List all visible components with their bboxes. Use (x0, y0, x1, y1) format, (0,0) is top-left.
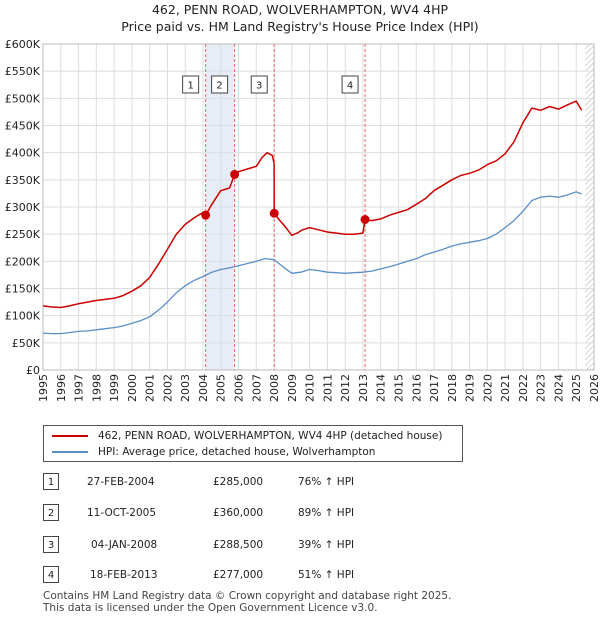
hpi-line (42, 191, 582, 335)
x-tick-label: 2008 (268, 374, 281, 402)
y-tick-label: £250K (5, 228, 41, 241)
sale-number-badge: 3 (43, 536, 59, 553)
x-tick-label: 2003 (179, 374, 192, 402)
sale-hpi-change: 51% ↑ HPI (298, 569, 355, 581)
x-tick-label: 1996 (55, 374, 68, 402)
y-tick-label: £500K (5, 92, 41, 105)
chart-legend: 462, PENN ROAD, WOLVERHAMPTON, WV4 4HP (… (43, 425, 463, 462)
sale-point (230, 169, 240, 179)
property-price-line (42, 100, 583, 309)
x-tick-label: 2018 (446, 374, 459, 402)
y-tick-label: £550K (5, 65, 41, 78)
sale-date: 18-FEB-2013 (90, 569, 158, 581)
sale-price: £285,000 (213, 476, 264, 488)
x-tick-label: 2013 (357, 374, 370, 402)
x-tick-label: 2009 (286, 374, 299, 402)
sale-hpi-change: 39% ↑ HPI (298, 539, 355, 551)
sale-hpi-change: 89% ↑ HPI (298, 507, 355, 519)
sale-marker-label: 2 (216, 81, 222, 92)
legend-item-hpi: HPI: Average price, detached house, Wolv… (52, 444, 375, 460)
footer-licence: This data is licensed under the Open Gov… (43, 602, 378, 614)
sale-date: 11-OCT-2005 (87, 507, 156, 519)
plot-border (42, 43, 595, 371)
x-tick-label: 2000 (126, 374, 139, 402)
sale-marker-box (211, 75, 229, 94)
y-tick-label: £200K (5, 255, 41, 268)
x-tick-label: 2025 (570, 374, 583, 402)
footer-copyright: Contains HM Land Registry data © Crown c… (43, 590, 452, 602)
y-tick-label: £100K (5, 310, 41, 323)
sale-marker-box (182, 75, 200, 94)
sale-hpi-change: 76% ↑ HPI (298, 476, 355, 488)
x-tick-label: 2012 (339, 374, 352, 402)
x-tick-label: 2007 (250, 374, 263, 402)
sale-date: 04-JAN-2008 (91, 539, 158, 551)
x-tick-label: 2010 (304, 374, 317, 402)
price-chart: £0 £50K £100K £150K £200K £250K £300K £350K £400… (5, 38, 600, 402)
sale-point (201, 210, 211, 220)
x-tick-label: 2005 (215, 374, 228, 402)
x-tick-label: 2024 (552, 374, 565, 402)
sale-marker-label: 1 (187, 81, 193, 92)
x-tick-label: 2017 (428, 374, 441, 402)
chart-subtitle: Price paid vs. HM Land Registry's House … (121, 19, 479, 34)
sale-price: £288,500 (213, 539, 264, 551)
y-tick-label: £450K (5, 120, 41, 133)
sale-price: £360,000 (213, 507, 264, 519)
sale-number-badge: 1 (43, 473, 59, 490)
chart-title: 462, PENN ROAD, WOLVERHAMPTON, WV4 4HP (151, 2, 449, 17)
x-tick-label: 1995 (37, 374, 50, 402)
x-tick-label: 1999 (108, 374, 121, 402)
y-tick-label: £0 (26, 364, 40, 377)
legend-item-property: 462, PENN ROAD, WOLVERHAMPTON, WV4 4HP (… (52, 428, 442, 444)
sale-marker-box (341, 75, 359, 94)
x-tick-label: 2016 (410, 374, 423, 402)
sale-point (360, 214, 370, 224)
x-tick-label: 2002 (161, 374, 174, 402)
sale-marker-box (250, 75, 268, 94)
x-tick-label: 2004 (197, 374, 210, 402)
sale-date: 27-FEB-2004 (87, 476, 155, 488)
x-tick-label: 2020 (481, 374, 494, 402)
x-tick-label: 2022 (517, 374, 530, 402)
x-tick-label: 2001 (144, 374, 157, 402)
y-tick-label: £150K (5, 283, 41, 296)
legend-label-hpi: HPI: Average price, detached house, Wolv… (98, 446, 376, 458)
x-tick-label: 2015 (392, 374, 405, 402)
y-tick-label: £400K (5, 147, 41, 160)
sale-number-badge: 4 (43, 566, 59, 583)
x-tick-label: 2006 (233, 374, 246, 402)
sale-price: £277,000 (213, 569, 264, 581)
sale-number-badge: 2 (43, 504, 59, 521)
x-tick-label: 2019 (464, 374, 477, 402)
legend-swatch-hpi (52, 451, 88, 453)
y-tick-label: £350K (5, 174, 41, 187)
y-tick-label: £600K (5, 38, 41, 51)
x-tick-label: 2021 (499, 374, 512, 402)
x-tick-label: 2023 (535, 374, 548, 402)
x-tick-label: 2014 (375, 374, 388, 402)
sale-point (269, 208, 279, 218)
legend-swatch-property (52, 435, 88, 437)
sale-marker-label: 4 (347, 81, 353, 92)
sale-marker-label: 3 (256, 81, 262, 92)
x-tick-label: 2026 (588, 374, 600, 402)
y-tick-label: £300K (5, 201, 41, 214)
y-tick-label: £50K (12, 337, 41, 350)
legend-label-property: 462, PENN ROAD, WOLVERHAMPTON, WV4 4HP (… (98, 430, 443, 442)
x-tick-label: 1998 (90, 374, 103, 402)
x-tick-label: 2011 (321, 374, 334, 402)
x-tick-label: 1997 (73, 374, 86, 402)
